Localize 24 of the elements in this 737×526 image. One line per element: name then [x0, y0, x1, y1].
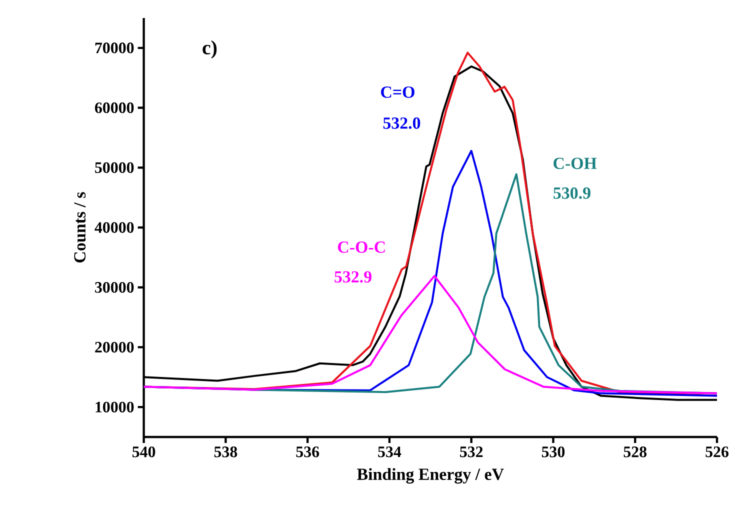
annotation: 530.9	[554, 187, 590, 199]
annotation: 532.0	[383, 117, 420, 129]
x-tick-label: 540	[132, 446, 156, 458]
annotation: 532.9	[334, 271, 372, 283]
x-tick-label: 528	[624, 446, 647, 458]
y-tick-label: 20000	[95, 342, 134, 353]
y-tick-label: 10000	[96, 402, 134, 412]
y-tick-label: 50000	[95, 162, 134, 174]
y-tick-label: 30000	[95, 282, 134, 293]
y-tick-label: 40000	[94, 222, 134, 233]
text: C-OH	[554, 158, 597, 170]
text: C-O-C	[338, 241, 385, 253]
x-tick-label: 538	[214, 446, 238, 458]
x-tick-label: 526	[706, 446, 728, 458]
y-axis-title: Counts / s	[74, 192, 86, 262]
text: C=O	[381, 86, 414, 98]
annotation: c)	[202, 40, 217, 58]
x-axis-title: Binding Energy / eV	[357, 468, 504, 484]
y-tick-label: 60000	[94, 102, 134, 114]
x-tick-label: 530	[542, 446, 565, 458]
x-tick-label: 534	[378, 446, 402, 458]
x-tick-label: 532	[460, 446, 483, 458]
y-tick-label: 70000	[95, 42, 134, 54]
x-tick-label: 536	[296, 446, 320, 458]
